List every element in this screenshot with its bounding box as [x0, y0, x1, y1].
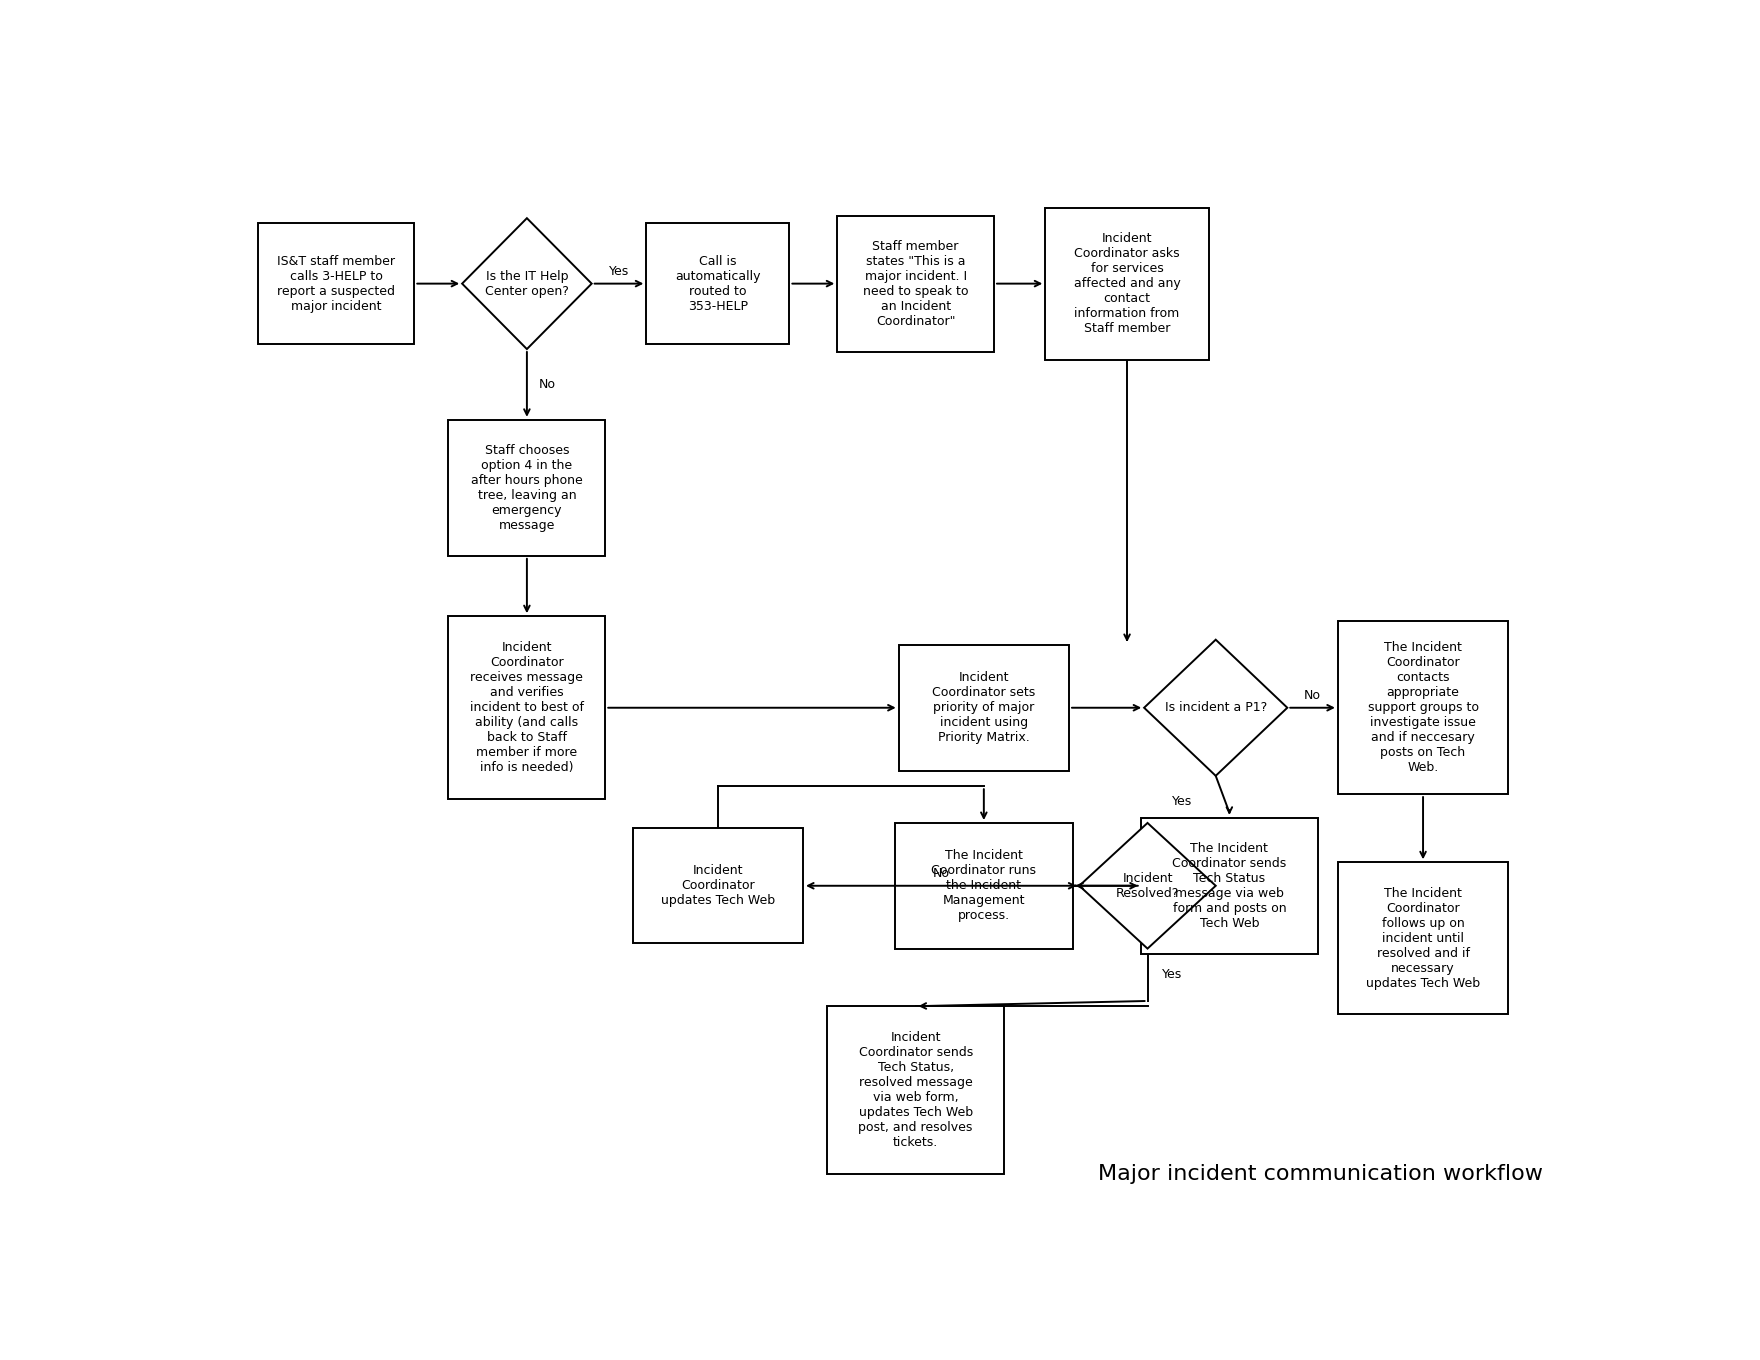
FancyBboxPatch shape: [1045, 208, 1209, 359]
Text: The Incident
Coordinator runs
the Incident
Management
process.: The Incident Coordinator runs the Incide…: [931, 849, 1037, 922]
Text: Is incident a P1?: Is incident a P1?: [1165, 702, 1267, 714]
Text: Major incident communication workflow: Major incident communication workflow: [1098, 1164, 1544, 1185]
FancyBboxPatch shape: [449, 616, 605, 800]
FancyBboxPatch shape: [896, 823, 1072, 949]
Text: Incident
Coordinator sets
priority of major
incident using
Priority Matrix.: Incident Coordinator sets priority of ma…: [933, 672, 1035, 744]
Polygon shape: [463, 218, 591, 350]
Text: No: No: [933, 866, 950, 880]
Text: Yes: Yes: [609, 265, 628, 277]
Text: Incident
Coordinator
updates Tech Web: Incident Coordinator updates Tech Web: [660, 864, 774, 907]
Text: Incident
Resolved?: Incident Resolved?: [1116, 872, 1179, 900]
Text: Yes: Yes: [1162, 968, 1183, 982]
FancyBboxPatch shape: [646, 223, 790, 344]
Text: Incident
Coordinator
receives message
and verifies
incident to best of
ability (: Incident Coordinator receives message an…: [470, 642, 584, 774]
FancyBboxPatch shape: [1338, 622, 1508, 794]
Polygon shape: [1144, 639, 1287, 775]
Text: IS&T staff member
calls 3-HELP to
report a suspected
major incident: IS&T staff member calls 3-HELP to report…: [276, 254, 394, 313]
FancyBboxPatch shape: [1338, 862, 1508, 1015]
Text: Call is
automatically
routed to
353-HELP: Call is automatically routed to 353-HELP: [676, 254, 760, 313]
Text: No: No: [1304, 688, 1322, 702]
Polygon shape: [1079, 823, 1216, 949]
Text: No: No: [539, 378, 556, 390]
Text: Yes: Yes: [1172, 796, 1192, 808]
Text: Is the IT Help
Center open?: Is the IT Help Center open?: [486, 269, 568, 298]
Text: The Incident
Coordinator
follows up on
incident until
resolved and if
necessary
: The Incident Coordinator follows up on i…: [1366, 887, 1480, 990]
Text: The Incident
Coordinator
contacts
appropriate
support groups to
investigate issu: The Incident Coordinator contacts approp…: [1368, 642, 1478, 774]
Text: The Incident
Coordinator sends
Tech Status
message via web
form and posts on
Tec: The Incident Coordinator sends Tech Stat…: [1172, 842, 1287, 930]
Text: Staff member
states "This is a
major incident. I
need to speak to
an Incident
Co: Staff member states "This is a major inc…: [862, 239, 968, 328]
FancyBboxPatch shape: [899, 645, 1068, 771]
FancyBboxPatch shape: [449, 420, 605, 556]
Text: Incident
Coordinator asks
for services
affected and any
contact
information from: Incident Coordinator asks for services a…: [1074, 233, 1181, 335]
FancyBboxPatch shape: [838, 215, 994, 352]
FancyBboxPatch shape: [257, 223, 414, 344]
FancyBboxPatch shape: [632, 828, 803, 944]
Text: Incident
Coordinator sends
Tech Status,
resolved message
via web form,
updates T: Incident Coordinator sends Tech Status, …: [859, 1031, 973, 1149]
FancyBboxPatch shape: [827, 1006, 1005, 1174]
Text: Staff chooses
option 4 in the
after hours phone
tree, leaving an
emergency
messa: Staff chooses option 4 in the after hour…: [472, 443, 583, 532]
FancyBboxPatch shape: [1140, 817, 1318, 953]
